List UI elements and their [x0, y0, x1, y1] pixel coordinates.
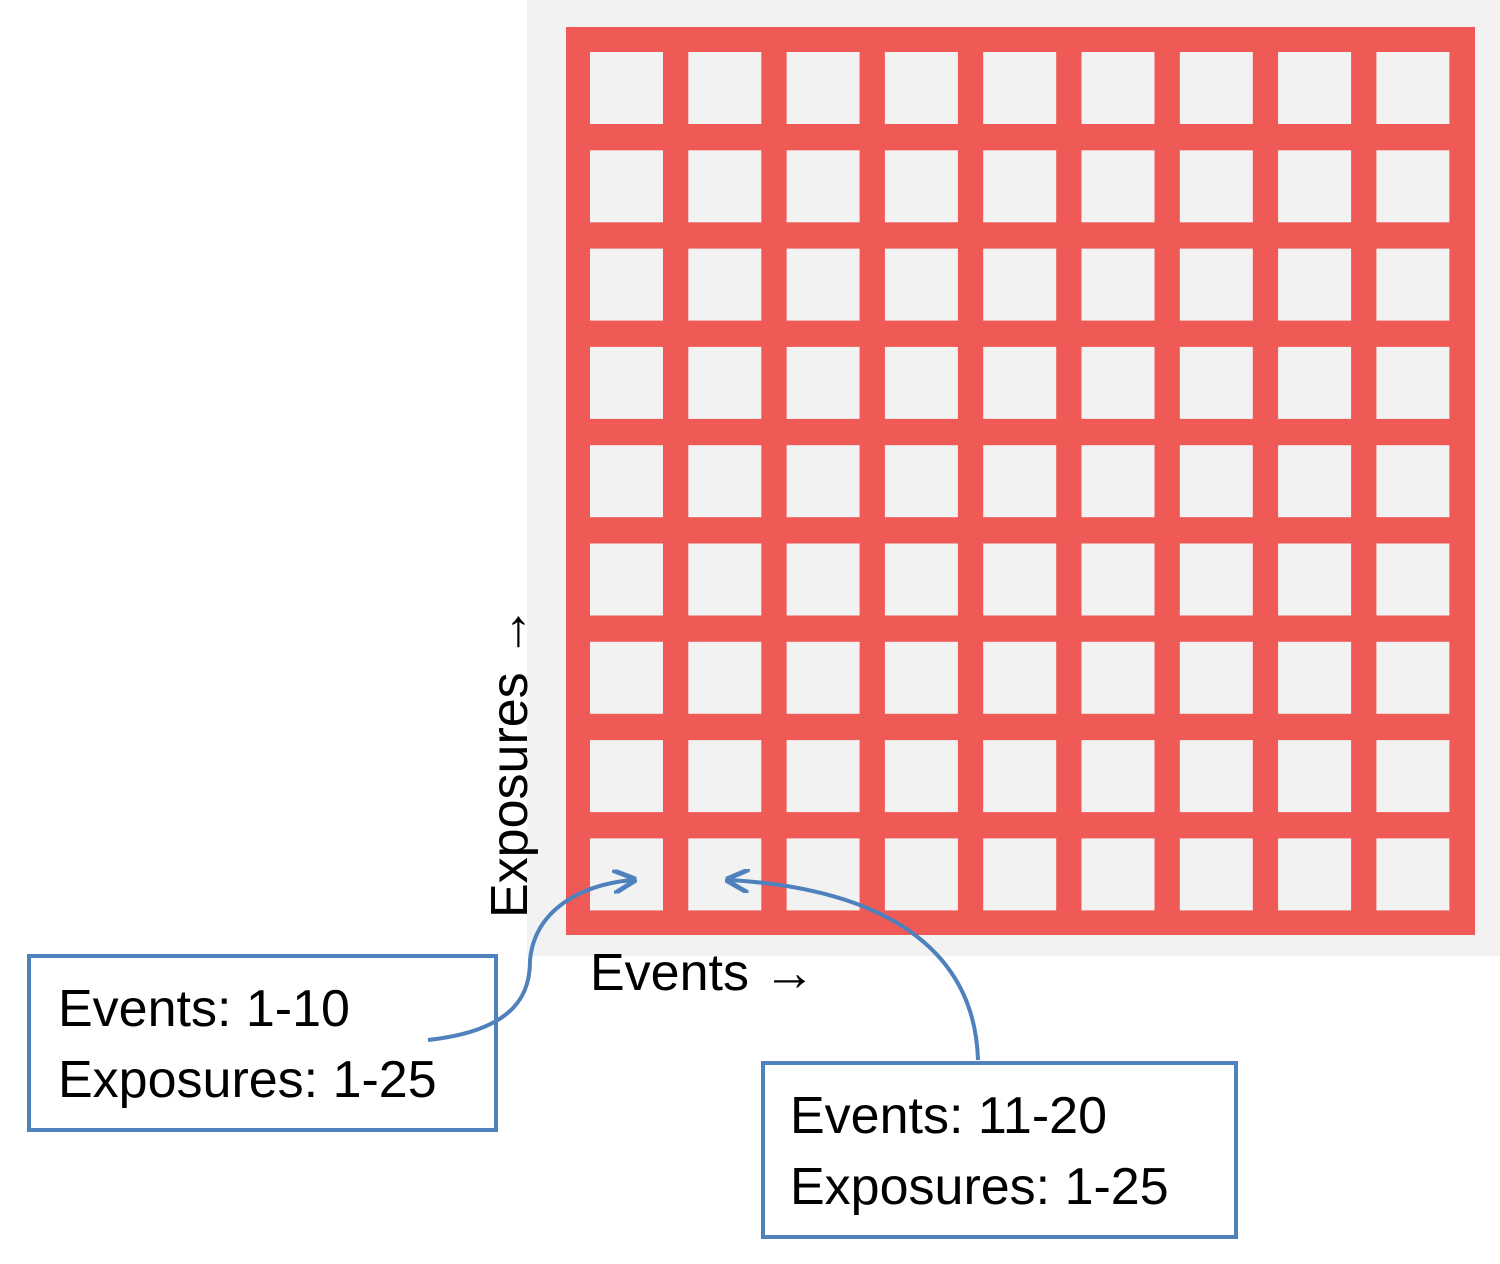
- grid-cell: [1081, 641, 1155, 714]
- x-axis-label: Events →: [590, 944, 815, 1002]
- grid-cell: [983, 740, 1057, 813]
- grid-cell: [1376, 248, 1450, 321]
- grid-cell: [1278, 838, 1352, 911]
- grid-cell: [688, 740, 762, 813]
- grid-cell: [1278, 543, 1352, 616]
- grid-cell: [1179, 740, 1253, 813]
- grid-cell: [786, 248, 860, 321]
- grid-cell: [1081, 248, 1155, 321]
- grid-cell: [1376, 543, 1450, 616]
- grid-cell: [1081, 52, 1155, 124]
- grid-cell: [983, 346, 1057, 419]
- grid-cell: [688, 248, 762, 321]
- grid-cell: [1179, 150, 1253, 223]
- grid-cell: [1278, 248, 1352, 321]
- grid-cell: [786, 838, 860, 911]
- grid-cell: [590, 248, 663, 321]
- grid-cell: [688, 150, 762, 223]
- grid-cell: [884, 543, 958, 616]
- grid-cell: [1179, 543, 1253, 616]
- grid-cell: [786, 641, 860, 714]
- grid-cell: [590, 740, 663, 813]
- grid-cell: [1179, 445, 1253, 518]
- grid-cell: [1081, 445, 1155, 518]
- grid-cell: [1179, 346, 1253, 419]
- grid-cell: [688, 543, 762, 616]
- grid-cell: [1376, 740, 1450, 813]
- grid-cell: [1081, 346, 1155, 419]
- grid-cell: [786, 150, 860, 223]
- callout-text: Exposures: 1-25: [58, 1051, 437, 1109]
- grid-cell: [1179, 52, 1253, 124]
- grid-cell: [1278, 346, 1352, 419]
- grid-cell: [1278, 445, 1352, 518]
- grid-cell: [1081, 838, 1155, 911]
- grid-cell: [590, 641, 663, 714]
- grid-cell: [884, 641, 958, 714]
- grid-cell: [1376, 150, 1450, 223]
- grid-cell: [1278, 52, 1352, 124]
- grid-cell: [983, 52, 1057, 124]
- grid-cell: [983, 838, 1057, 911]
- grid-cell: [884, 52, 958, 124]
- grid-cell: [590, 445, 663, 518]
- grid-cell: [786, 346, 860, 419]
- grid-cell: [590, 543, 663, 616]
- grid-cell: [1376, 838, 1450, 911]
- grid-cell: [884, 838, 958, 911]
- grid-cell: [590, 346, 663, 419]
- grid-cell: [884, 248, 958, 321]
- grid-cell: [590, 52, 663, 124]
- grid-cell: [1278, 150, 1352, 223]
- grid-cell: [1376, 641, 1450, 714]
- grid-cell: [688, 445, 762, 518]
- callout-text: Exposures: 1-25: [790, 1158, 1169, 1216]
- grid-cell: [688, 52, 762, 124]
- grid-cell: [983, 248, 1057, 321]
- y-axis-label: Exposures →: [481, 606, 539, 918]
- callout-text: Events: 11-20: [790, 1087, 1107, 1145]
- grid-cell: [983, 641, 1057, 714]
- grid-cell: [1179, 248, 1253, 321]
- callout-box: [27, 954, 498, 1132]
- grid-cell: [786, 52, 860, 124]
- grid-cell: [884, 346, 958, 419]
- grid-cell: [1179, 641, 1253, 714]
- grid-cell: [590, 150, 663, 223]
- grid-cells: [590, 52, 1450, 911]
- callout-box: [761, 1061, 1238, 1239]
- grid-cell: [1278, 740, 1352, 813]
- grid-cell: [1081, 543, 1155, 616]
- grid-cell: [884, 740, 958, 813]
- grid-cell: [983, 543, 1057, 616]
- callout-text: Events: 1-10: [58, 980, 350, 1038]
- grid-cell: [786, 740, 860, 813]
- grid-cell: [1081, 150, 1155, 223]
- grid-cell: [1376, 52, 1450, 124]
- callout-arrow: [730, 880, 980, 1061]
- grid-cell: [688, 838, 762, 911]
- callout-arrow: [427, 880, 632, 1042]
- grid-cell: [688, 641, 762, 714]
- grid-cell: [590, 838, 663, 911]
- grid-cell: [884, 150, 958, 223]
- grid-cell: [983, 150, 1057, 223]
- grid-cell: [1179, 838, 1253, 911]
- grid-cell: [884, 445, 958, 518]
- grid-cell: [1376, 445, 1450, 518]
- grid-cell: [1081, 740, 1155, 813]
- grid-cell: [786, 543, 860, 616]
- grid-cell: [1376, 346, 1450, 419]
- grid-cell: [983, 445, 1057, 518]
- grid-cell: [688, 346, 762, 419]
- grid-cell: [786, 445, 860, 518]
- grid-cell: [1278, 641, 1352, 714]
